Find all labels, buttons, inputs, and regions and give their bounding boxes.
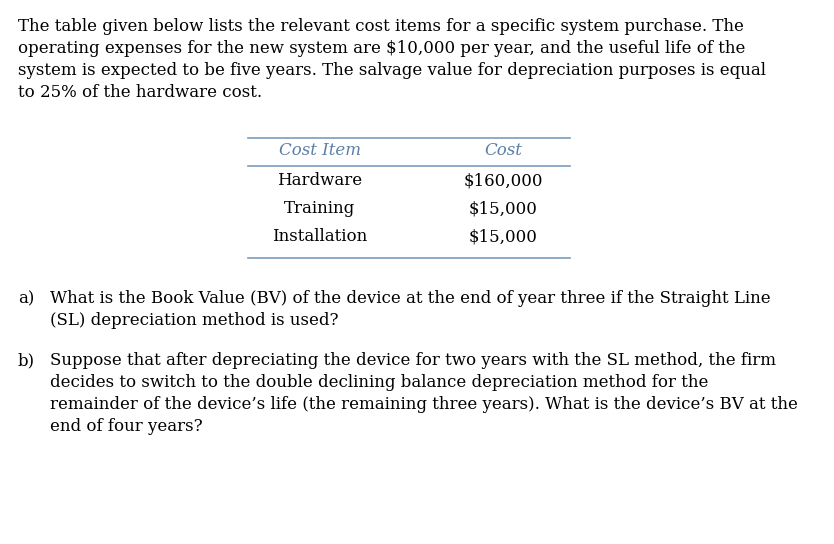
Text: b): b) xyxy=(18,352,35,369)
Text: Cost: Cost xyxy=(484,142,522,159)
Text: a): a) xyxy=(18,290,34,307)
Text: Cost Item: Cost Item xyxy=(279,142,361,159)
Text: end of four years?: end of four years? xyxy=(50,418,203,435)
Text: The table given below lists the relevant cost items for a specific system purcha: The table given below lists the relevant… xyxy=(18,18,744,35)
Text: $160,000: $160,000 xyxy=(463,172,543,189)
Text: to 25% of the hardware cost.: to 25% of the hardware cost. xyxy=(18,84,262,101)
Text: system is expected to be five years. The salvage value for depreciation purposes: system is expected to be five years. The… xyxy=(18,62,766,79)
Text: $15,000: $15,000 xyxy=(469,200,537,217)
Text: Suppose that after depreciating the device for two years with the SL method, the: Suppose that after depreciating the devi… xyxy=(50,352,776,369)
Text: What is the Book Value (BV) of the device at the end of year three if the Straig: What is the Book Value (BV) of the devic… xyxy=(50,290,771,307)
Text: Installation: Installation xyxy=(273,228,368,245)
Text: Training: Training xyxy=(284,200,355,217)
Text: operating expenses for the new system are $10,000 per year, and the useful life : operating expenses for the new system ar… xyxy=(18,40,746,57)
Text: $15,000: $15,000 xyxy=(469,228,537,245)
Text: Hardware: Hardware xyxy=(278,172,363,189)
Text: remainder of the device’s life (the remaining three years). What is the device’s: remainder of the device’s life (the rema… xyxy=(50,396,798,413)
Text: (SL) depreciation method is used?: (SL) depreciation method is used? xyxy=(50,312,339,329)
Text: decides to switch to the double declining balance depreciation method for the: decides to switch to the double declinin… xyxy=(50,374,708,391)
